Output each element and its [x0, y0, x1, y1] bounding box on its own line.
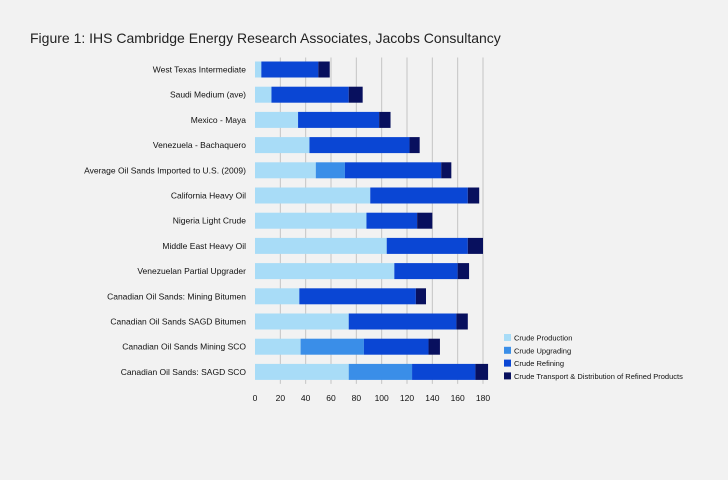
bar-segment-crude-production [255, 313, 349, 330]
bar-segment-crude-transport-distribution-of-refined-products [409, 137, 420, 154]
bar-segment-crude-refining [299, 288, 416, 305]
x-tick-label: 20 [276, 393, 286, 403]
bar-segment-crude-refining [412, 363, 476, 380]
x-tick-label: 80 [352, 393, 362, 403]
bar-segment-crude-transport-distribution-of-refined-products [467, 187, 480, 204]
bar-segment-crude-refining [386, 237, 468, 254]
legend-swatch [504, 334, 511, 341]
bar-segment-crude-upgrading [300, 338, 364, 355]
bar-segment-crude-transport-distribution-of-refined-products [318, 61, 330, 78]
bar-segment-crude-transport-distribution-of-refined-products [348, 86, 363, 103]
bar-segment-crude-refining [394, 263, 458, 280]
category-label: Venezuela - Bachaquero [153, 140, 246, 150]
bar-segment-crude-refining [309, 137, 410, 154]
chart-title: Figure 1: IHS Cambridge Energy Research … [30, 30, 501, 46]
category-label: Canadian Oil Sands SAGD Bitumen [110, 317, 246, 327]
category-label: Nigeria Light Crude [173, 216, 247, 226]
x-tick-label: 120 [400, 393, 414, 403]
bar-segment-crude-production [255, 137, 310, 154]
x-axis-ticks: 0 20 40 60 80 100 120 140 160 180 [253, 393, 491, 403]
legend: Crude Production Crude Upgrading Crude Ref… [504, 334, 683, 381]
legend-swatch [504, 372, 511, 380]
bar-segment-crude-production [255, 263, 395, 280]
bar-segment-crude-transport-distribution-of-refined-products [417, 212, 433, 229]
category-labels: West Texas Intermediate Saudi Medium (ave… [84, 65, 246, 377]
bar-segment-crude-production [255, 338, 301, 355]
bar-segment-crude-production [255, 363, 349, 380]
bar-segment-crude-refining [348, 313, 457, 330]
category-label: Saudi Medium (ave) [170, 90, 246, 100]
legend-label: Crude Transport & Distribution of Refine… [514, 372, 683, 381]
x-tick-label: 160 [451, 393, 465, 403]
bar-segment-crude-production [255, 212, 367, 229]
legend-label: Crude Production [514, 334, 572, 343]
x-tick-label: 60 [326, 393, 336, 403]
bar-segment-crude-production [255, 61, 262, 78]
bar-segment-crude-production [255, 187, 371, 204]
category-label: Venezuelan Partial Upgrader [137, 266, 246, 276]
bar-segment-crude-refining [298, 111, 380, 128]
category-label: Middle East Heavy Oil [162, 241, 246, 251]
x-tick-label: 100 [375, 393, 389, 403]
category-label: Mexico - Maya [191, 115, 247, 125]
bar-segment-crude-transport-distribution-of-refined-products [467, 237, 483, 254]
legend-swatch [504, 359, 511, 367]
bar-segment-crude-upgrading [315, 162, 345, 179]
bar-segment-crude-refining [363, 338, 429, 355]
bar-segment-crude-production [255, 111, 299, 128]
category-label: Canadian Oil Sands: Mining Bitumen [107, 291, 246, 301]
bar-segment-crude-refining [366, 212, 418, 229]
bar-segment-crude-transport-distribution-of-refined-products [457, 263, 470, 280]
bar-segment-crude-production [255, 162, 316, 179]
category-label: Canadian Oil Sands Mining SCO [122, 342, 246, 352]
bar-segment-crude-refining [370, 187, 468, 204]
bar-segment-crude-transport-distribution-of-refined-products [475, 363, 489, 380]
category-label: Average Oil Sands Imported to U.S. (2009… [84, 165, 246, 175]
bar-segment-crude-transport-distribution-of-refined-products [428, 338, 440, 355]
legend-label: Crude Upgrading [514, 346, 571, 355]
bar-segment-crude-transport-distribution-of-refined-products [441, 162, 452, 179]
legend-label: Crude Refining [514, 359, 564, 368]
bar-segment-crude-refining [344, 162, 442, 179]
bar-segment-crude-refining [271, 86, 349, 103]
bar-segment-crude-production [255, 288, 300, 305]
bar-segment-crude-production [255, 237, 387, 254]
x-tick-label: 140 [425, 393, 439, 403]
bar-segment-crude-refining [261, 61, 319, 78]
x-tick-label: 0 [253, 393, 258, 403]
bar-segment-crude-transport-distribution-of-refined-products [456, 313, 468, 330]
category-label: California Heavy Oil [171, 191, 246, 201]
legend-swatch [504, 346, 511, 354]
category-label: West Texas Intermediate [153, 65, 247, 75]
x-tick-label: 180 [476, 393, 490, 403]
x-tick-label: 40 [301, 393, 311, 403]
bar-segment-crude-transport-distribution-of-refined-products [379, 111, 391, 128]
bar-segment-crude-upgrading [348, 363, 413, 380]
category-label: Canadian Oil Sands: SAGD SCO [121, 367, 247, 377]
bar-segment-crude-transport-distribution-of-refined-products [415, 288, 426, 305]
bar-group [255, 61, 489, 380]
bar-segment-crude-production [255, 86, 272, 103]
